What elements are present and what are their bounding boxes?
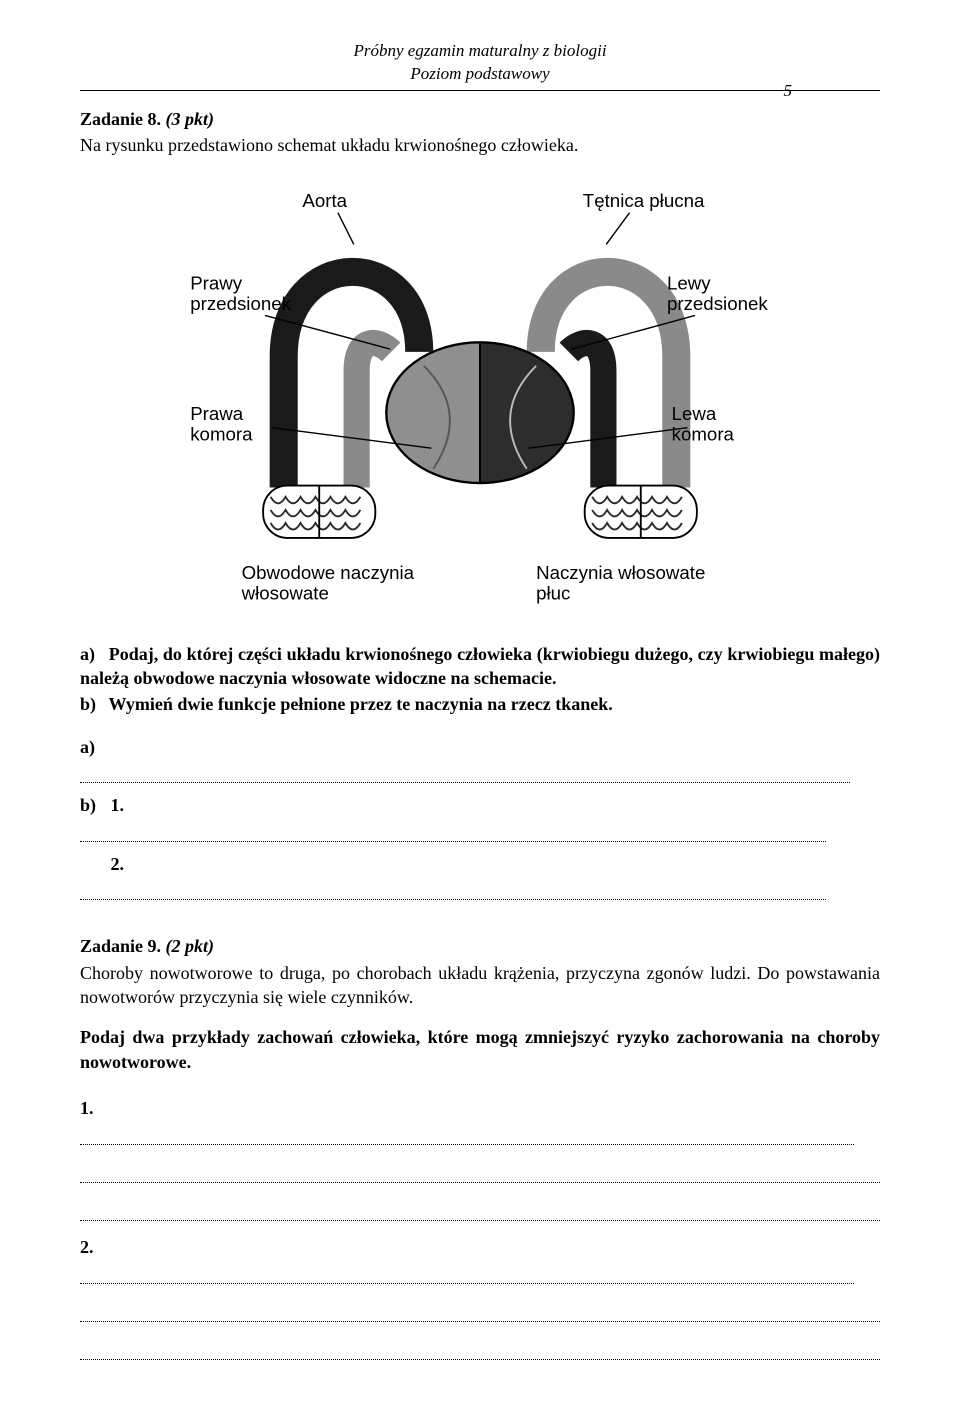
task-8-number: Zadanie 8. <box>80 109 161 129</box>
label-obwodowe-2: włosowate <box>241 583 329 604</box>
task-8-qa-label: a) <box>80 642 104 666</box>
task-9-answers: 1. 2. <box>80 1096 880 1360</box>
task-8-qa-text: Podaj, do której części układu krwionośn… <box>80 644 880 688</box>
task-9-ans2-line-1[interactable] <box>80 1267 854 1284</box>
task-9-ans1-line-1[interactable] <box>80 1127 854 1144</box>
label-aorta: Aorta <box>302 191 347 212</box>
page-number: 5 <box>784 80 793 103</box>
page-header: Próbny egzamin maturalny z biologii 5 Po… <box>80 40 880 91</box>
task-8-qb-label: b) <box>80 692 104 716</box>
task-8-ans-a-label: a) <box>80 735 106 759</box>
header-title: Próbny egzamin maturalny z biologii <box>80 40 880 63</box>
task-9-ans1-line-3[interactable] <box>80 1204 880 1221</box>
task-8-title: Zadanie 8. (3 pkt) <box>80 107 880 131</box>
circulatory-diagram: Aorta Tętnica płucna Prawy przedsionek L… <box>80 179 880 615</box>
label-prawa-komora-2: komora <box>190 424 253 445</box>
task-9-title: Zadanie 9. (2 pkt) <box>80 934 880 958</box>
label-prawa-komora-1: Prawa <box>190 404 244 425</box>
label-naczynia-pluc-2: płuc <box>536 583 570 604</box>
task-9-body: Choroby nowotworowe to druga, po choroba… <box>80 961 880 1010</box>
label-lewa-komora-2: komora <box>672 424 735 445</box>
task-9-instruction: Podaj dwa przykłady zachowań człowieka, … <box>80 1025 880 1074</box>
label-lewy-przedsionek-2: przedsionek <box>667 293 768 314</box>
label-obwodowe-1: Obwodowe naczynia <box>242 563 415 584</box>
task-9-number: Zadanie 9. <box>80 936 161 956</box>
systemic-capillaries <box>263 486 375 538</box>
label-prawy-przedsionek-2: przedsionek <box>190 293 291 314</box>
label-line-aorta <box>338 213 354 245</box>
task-8-points: (3 pkt) <box>166 109 215 129</box>
task-9-ans1-label: 1. <box>80 1096 102 1120</box>
label-line-pulm <box>606 213 629 245</box>
task-9-ans2-label: 2. <box>80 1235 102 1259</box>
task-9: Zadanie 9. (2 pkt) Choroby nowotworowe t… <box>80 934 880 1360</box>
task-9-ans2-line-3[interactable] <box>80 1343 880 1360</box>
pulmonary-capillaries <box>585 486 697 538</box>
task-8-ans-b-label: b) <box>80 793 106 817</box>
task-8-ans-b2-label: 2. <box>111 852 133 876</box>
task-8-qb-text: Wymień dwie funkcje pełnione przez te na… <box>109 694 613 714</box>
task-9-points: (2 pkt) <box>166 936 215 956</box>
label-prawy-przedsionek-1: Prawy <box>190 273 243 294</box>
task-9-ans1-line-2[interactable] <box>80 1166 880 1183</box>
label-lewa-komora-1: Lewa <box>672 404 717 425</box>
task-8-intro: Na rysunku przedstawiono schemat układu … <box>80 133 880 157</box>
task-8-ans-b1-label: 1. <box>111 793 133 817</box>
heart-left <box>480 343 573 483</box>
header-subtitle: Poziom podstawowy <box>80 63 880 86</box>
label-tetnica-plucna: Tętnica płucna <box>583 191 705 212</box>
task-8-ans-b1-line[interactable] <box>80 825 826 842</box>
task-8-ans-b2-line[interactable] <box>80 883 826 900</box>
heart-right <box>387 343 480 483</box>
task-8-questions: a) Podaj, do której części układu krwion… <box>80 642 880 717</box>
label-lewy-przedsionek-1: Lewy <box>667 273 711 294</box>
task-9-ans2-line-2[interactable] <box>80 1305 880 1322</box>
task-8: Zadanie 8. (3 pkt) Na rysunku przedstawi… <box>80 107 880 901</box>
label-naczynia-pluc-1: Naczynia włosowate <box>536 563 705 584</box>
task-8-ans-a-line[interactable] <box>80 766 850 783</box>
task-8-answers: a) b) 1. 2. <box>80 735 880 901</box>
header-rule <box>80 90 880 91</box>
circulatory-diagram-svg: Aorta Tętnica płucna Prawy przedsionek L… <box>170 179 790 609</box>
